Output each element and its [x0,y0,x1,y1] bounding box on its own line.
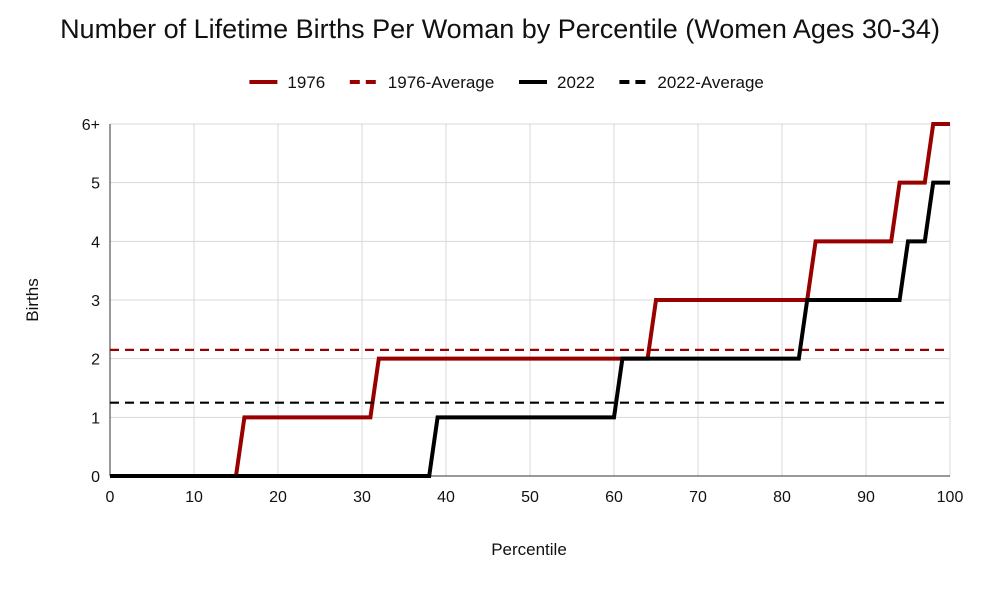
y-tick-label: 1 [91,410,100,427]
x-tick-label: 70 [689,489,707,506]
x-tick-label: 30 [353,489,371,506]
x-tick-label: 20 [269,489,287,506]
series-line-1976 [110,122,950,478]
series-line-2022 [110,180,950,478]
x-tick-label: 10 [185,489,203,506]
x-tick-label: 50 [521,489,539,506]
y-tick-label: 4 [91,234,100,251]
legend-label-1976: 1976 [287,73,325,92]
x-axis-title: Percentile [491,540,567,559]
legend-label-2022-average: 2022-Average [657,73,764,92]
y-tick-label: 5 [91,176,100,193]
x-tick-label: 40 [437,489,455,506]
x-tick-label: 80 [773,489,791,506]
x-tick-label: 60 [605,489,623,506]
legend-label-2022: 2022 [557,73,595,92]
x-tick-label: 0 [106,489,115,506]
y-tick-label: 2 [91,352,100,369]
y-tick-label: 3 [91,293,100,310]
x-tick-label: 90 [857,489,875,506]
legend-label-1976-average: 1976-Average [388,73,495,92]
y-tick-label: 0 [91,469,100,486]
y-axis-title: Births [23,278,42,321]
y-tick-label: 6+ [82,117,100,134]
x-tick-label: 100 [937,489,964,506]
chart-title: Number of Lifetime Births Per Woman by P… [60,14,940,44]
